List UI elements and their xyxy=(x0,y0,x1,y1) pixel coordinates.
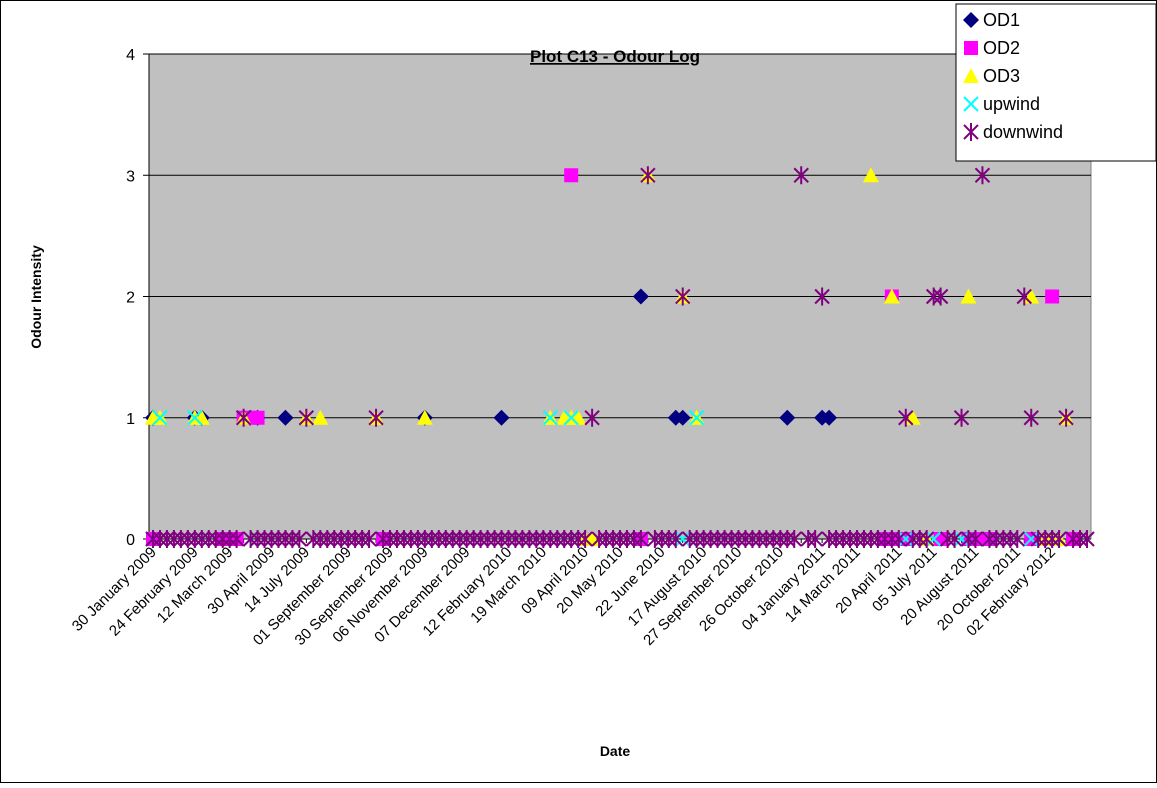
legend-label-downwind: downwind xyxy=(983,122,1063,142)
legend-label-od3: OD3 xyxy=(983,66,1020,86)
data-point-downwind xyxy=(953,408,970,427)
legend-marker-od3 xyxy=(963,68,979,83)
legend-label-od1: OD1 xyxy=(983,10,1020,30)
data-point-downwind xyxy=(786,530,802,548)
data-point-downwind xyxy=(675,287,691,306)
data-point-downwind xyxy=(577,530,593,548)
data-point-downwind xyxy=(807,530,823,548)
data-point-od1 xyxy=(277,409,294,426)
data-point-od2 xyxy=(933,532,948,546)
data-point-od1 xyxy=(821,409,838,426)
data-point-downwind xyxy=(1079,530,1095,548)
data-point-od3 xyxy=(960,288,977,304)
chart-title: Plot C13 - Odour Log xyxy=(530,47,700,66)
legend-marker-od1 xyxy=(963,12,979,28)
legend-label-upwind: upwind xyxy=(983,94,1040,114)
data-point-downwind xyxy=(918,530,935,548)
legend-marker-upwind xyxy=(963,96,979,112)
data-point-downwind xyxy=(1051,530,1067,548)
data-marks xyxy=(145,166,1095,548)
data-point-downwind xyxy=(291,530,308,548)
data-point-upwind xyxy=(187,410,203,426)
y-tick-label: 1 xyxy=(126,411,135,428)
data-point-downwind xyxy=(640,166,656,185)
data-point-od1 xyxy=(674,409,691,426)
data-point-downwind xyxy=(898,408,914,427)
data-point-downwind xyxy=(946,530,963,548)
data-point-downwind xyxy=(668,530,684,548)
legend: OD1 OD2 OD3 upwind downwind xyxy=(955,3,1157,162)
data-point-downwind xyxy=(793,166,809,185)
data-point-upwind xyxy=(925,531,942,547)
data-point-downwind xyxy=(932,287,949,306)
data-point-downwind xyxy=(1023,408,1039,427)
data-point-downwind xyxy=(967,530,984,548)
data-point-od2 xyxy=(564,168,579,183)
data-point-upwind xyxy=(953,531,970,547)
legend-box xyxy=(955,3,1157,162)
y-tick-label: 3 xyxy=(126,168,135,185)
data-point-od3 xyxy=(416,409,433,425)
data-point-downwind xyxy=(368,408,384,427)
data-point-downwind xyxy=(361,530,377,548)
data-point-downwind xyxy=(235,408,252,427)
data-point-upwind xyxy=(563,410,579,426)
data-point-od1 xyxy=(493,409,510,426)
y-tick-label: 4 xyxy=(126,47,135,64)
data-point-upwind xyxy=(675,531,691,547)
data-point-od3 xyxy=(883,288,900,304)
series-downwind xyxy=(145,166,1095,548)
data-point-od2 xyxy=(1045,289,1060,304)
data-point-downwind xyxy=(974,166,991,185)
data-point-od1 xyxy=(779,409,796,426)
data-point-upwind xyxy=(152,410,168,426)
y-tick-label: 2 xyxy=(126,290,135,307)
data-point-downwind xyxy=(633,530,649,548)
data-point-downwind xyxy=(584,408,600,427)
data-point-upwind xyxy=(688,410,705,426)
y-axis-label: Odour Intensity xyxy=(28,245,44,349)
x-axis-label: Date xyxy=(600,743,631,759)
data-point-upwind xyxy=(898,531,914,547)
data-point-upwind xyxy=(542,410,559,426)
data-point-od3 xyxy=(862,167,879,183)
data-point-od1 xyxy=(632,288,649,305)
data-point-od2 xyxy=(250,410,265,425)
data-point-downwind xyxy=(1009,530,1026,548)
data-point-downwind xyxy=(298,408,315,427)
data-point-upwind xyxy=(1023,531,1039,547)
data-point-downwind xyxy=(814,287,830,306)
y-tick-label: 0 xyxy=(126,532,135,549)
data-point-downwind xyxy=(228,530,245,548)
data-point-downwind xyxy=(891,530,907,548)
legend-marker-od2 xyxy=(964,41,978,55)
legend-label-od2: OD2 xyxy=(983,38,1020,58)
legend-marker-downwind xyxy=(963,123,979,141)
data-point-od3 xyxy=(312,409,329,425)
data-point-downwind xyxy=(1016,287,1032,306)
data-point-downwind xyxy=(1058,408,1074,427)
